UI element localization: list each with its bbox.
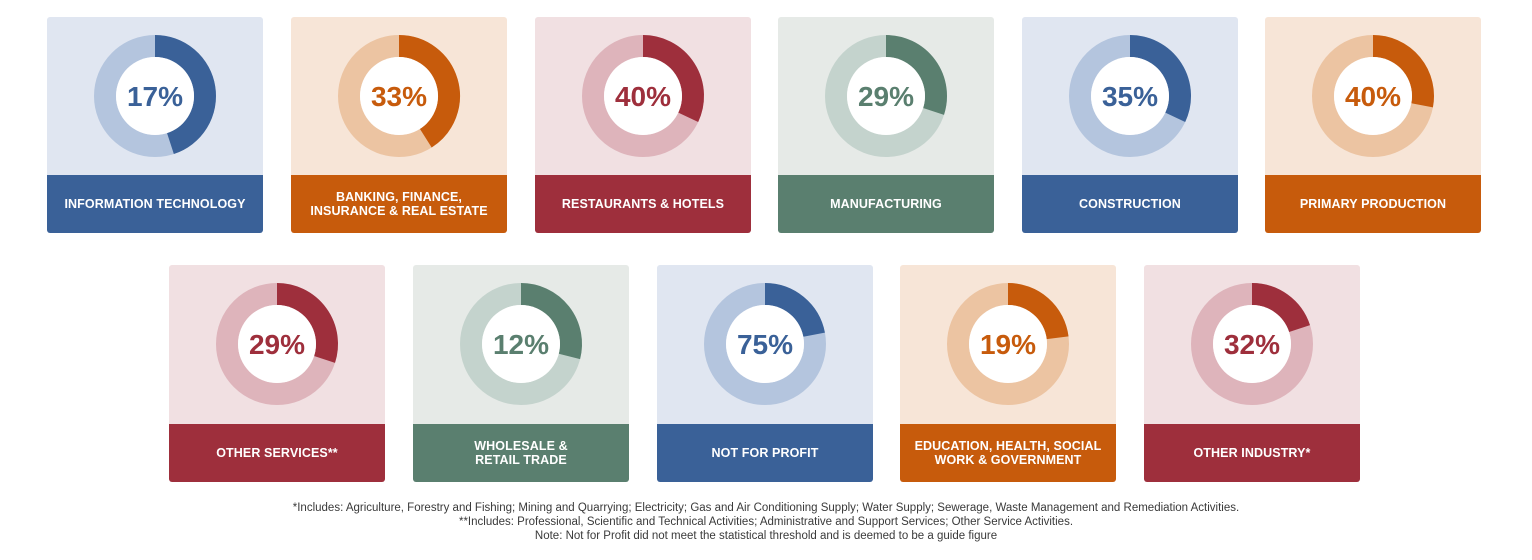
percentage-label: 33% [371,81,427,112]
donut-chart: 75% [704,283,826,405]
sector-label: BANKING, FINANCE, INSURANCE & REAL ESTAT… [291,175,507,233]
donut-chart: 29% [825,35,947,157]
sector-card-other-services: 29% OTHER SERVICES** [169,265,385,482]
donut-chart: 17% [94,35,216,157]
percentage-label: 35% [1102,81,1158,112]
percentage-label: 32% [1224,329,1280,360]
donut-center [1213,305,1291,383]
sector-label: NOT FOR PROFIT [657,424,873,482]
sector-card-construction: 35% CONSTRUCTION [1022,17,1238,233]
percentage-label: 19% [980,329,1036,360]
donut-center [969,305,1047,383]
sector-label: OTHER SERVICES** [169,424,385,482]
donut-center [238,305,316,383]
donut-slice [398,35,460,148]
sector-card-wholesale-retail-trade: 12% WHOLESALE & RETAIL TRADE [413,265,629,482]
donut-chart: 35% [1069,35,1191,157]
sector-card-restaurants-hotels: 40% RESTAURANTS & HOTELS [535,17,751,233]
sector-label: OTHER INDUSTRY* [1144,424,1360,482]
donut-slice [276,283,338,363]
donut-slice [764,283,825,338]
percentage-label: 17% [127,81,183,112]
donut-center [116,57,194,135]
sector-card-information-technology: 17% INFORMATION TECHNOLOGY [47,17,263,233]
sector-label: INFORMATION TECHNOLOGY [47,175,263,233]
donut-center [1091,57,1169,135]
percentage-label: 29% [858,81,914,112]
donut-slice [1129,35,1191,122]
donut-center [1334,57,1412,135]
sector-label: EDUCATION, HEALTH, SOCIAL WORK & GOVERNM… [900,424,1116,482]
donut-center [726,305,804,383]
sector-label: PRIMARY PRODUCTION [1265,175,1481,233]
donut-slice [1251,283,1311,333]
donut-slice [885,35,947,115]
sector-card-primary-production: 40% PRIMARY PRODUCTION [1265,17,1481,233]
donut-chart: 12% [460,283,582,405]
footnote-other-industry: *Includes: Agriculture, Forestry and Fis… [292,502,1240,514]
donut-chart: 29% [216,283,338,405]
sector-card-banking-finance-insurance-real-estate: 33% BANKING, FINANCE, INSURANCE & REAL ES… [291,17,507,233]
percentage-label: 29% [249,329,305,360]
footnote-other-services: **Includes: Professional, Scientific and… [458,516,1074,528]
donut-center [604,57,682,135]
donut-slice [642,35,704,122]
sector-card-education-health-social-work-government: 19% EDUCATION, HEALTH, SOCIAL WORK & GOVE… [900,265,1116,482]
donut-center [847,57,925,135]
percentage-label: 40% [1345,81,1401,112]
donut-center [482,305,560,383]
sector-label: RESTAURANTS & HOTELS [535,175,751,233]
donut-slice [154,35,216,155]
percentage-label: 12% [493,329,549,360]
donut-center [360,57,438,135]
sector-card-manufacturing: 29% MANUFACTURING [778,17,994,233]
percentage-label: 75% [737,329,793,360]
donut-slice [1372,35,1434,108]
donut-slice [520,283,582,360]
donut-chart: 40% [1312,35,1434,157]
sector-card-not-for-profit: 75% NOT FOR PROFIT [657,265,873,482]
sector-card-other-industry: 32% OTHER INDUSTRY* [1144,265,1360,482]
donut-slice [1007,283,1069,340]
percentage-label: 40% [615,81,671,112]
donut-chart: 19% [947,283,1069,405]
sector-label: WHOLESALE & RETAIL TRADE [413,424,629,482]
sector-label: CONSTRUCTION [1022,175,1238,233]
donut-chart: 40% [582,35,704,157]
footnote-not-for-profit: Note: Not for Profit did not meet the st… [534,530,998,542]
donut-chart: 33% [338,35,460,157]
sector-label: MANUFACTURING [778,175,994,233]
donut-chart: 32% [1191,283,1313,405]
